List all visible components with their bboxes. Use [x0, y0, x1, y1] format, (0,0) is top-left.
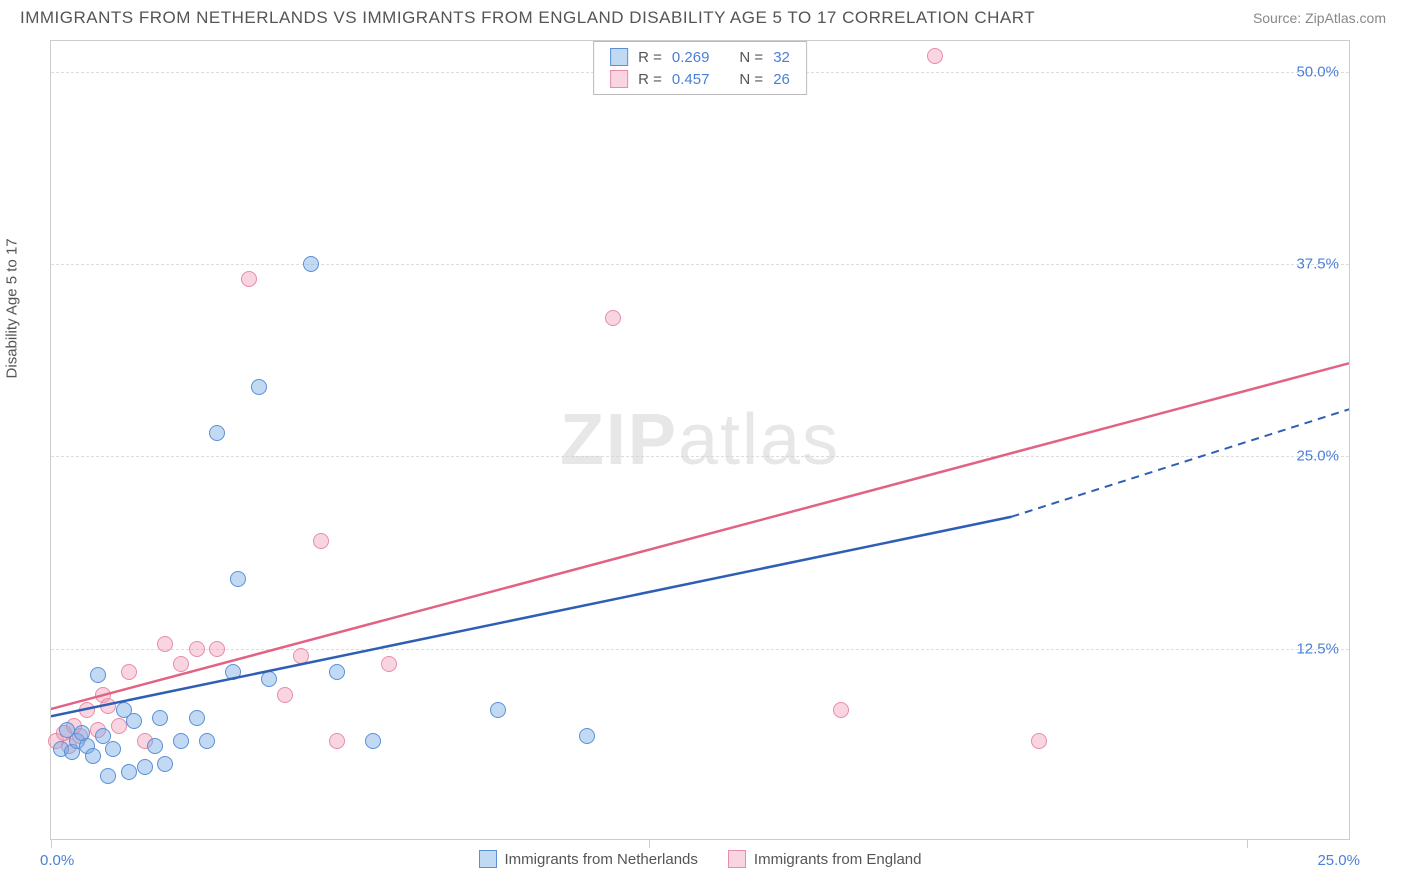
y-tick-label: 25.0%: [1296, 448, 1339, 465]
gridline: [51, 649, 1349, 650]
gridline: [51, 264, 1349, 265]
y-axis-title: Disability Age 5 to 17: [4, 238, 21, 378]
n-label-1: N =: [739, 49, 763, 66]
point-series2: [189, 641, 205, 657]
legend-swatch-1-icon: [479, 850, 497, 868]
point-series1: [209, 425, 225, 441]
n-value-2: 26: [773, 71, 790, 88]
legend-item-1: Immigrants from Netherlands: [479, 850, 698, 868]
stats-row-1: R = 0.269 N = 32: [594, 46, 806, 68]
legend-swatch-2-icon: [728, 850, 746, 868]
r-label-2: R =: [638, 71, 662, 88]
point-series1: [147, 738, 163, 754]
point-series2: [241, 271, 257, 287]
n-label-2: N =: [739, 71, 763, 88]
point-series1: [189, 710, 205, 726]
point-series1: [251, 379, 267, 395]
point-series2: [79, 702, 95, 718]
point-series2: [209, 641, 225, 657]
point-series1: [137, 759, 153, 775]
point-series2: [100, 698, 116, 714]
point-series2: [605, 310, 621, 326]
r-value-2: 0.457: [672, 71, 710, 88]
x-tick: [1247, 840, 1248, 848]
chart-title: IMMIGRANTS FROM NETHERLANDS VS IMMIGRANT…: [20, 8, 1035, 28]
stats-row-2: R = 0.457 N = 26: [594, 68, 806, 90]
x-tick: [51, 840, 52, 848]
point-series1: [152, 710, 168, 726]
point-series2: [1031, 733, 1047, 749]
point-series1: [121, 764, 137, 780]
point-series2: [173, 656, 189, 672]
point-series2: [927, 48, 943, 64]
point-series2: [313, 533, 329, 549]
bottom-legend: Immigrants from Netherlands Immigrants f…: [50, 850, 1350, 868]
point-series2: [833, 702, 849, 718]
point-series1: [329, 664, 345, 680]
point-series1: [225, 664, 241, 680]
r-label-1: R =: [638, 49, 662, 66]
point-series1: [126, 713, 142, 729]
point-series1: [490, 702, 506, 718]
y-tick-label: 37.5%: [1296, 256, 1339, 273]
point-series1: [173, 733, 189, 749]
y-tick-label: 50.0%: [1296, 63, 1339, 80]
y-tick-label: 12.5%: [1296, 640, 1339, 657]
point-series1: [261, 671, 277, 687]
gridline: [51, 456, 1349, 457]
point-series2: [157, 636, 173, 652]
point-series1: [230, 571, 246, 587]
legend-item-2: Immigrants from England: [728, 850, 922, 868]
point-series1: [303, 256, 319, 272]
x-tick: [649, 840, 650, 848]
point-series1: [199, 733, 215, 749]
point-series1: [365, 733, 381, 749]
point-series1: [157, 756, 173, 772]
point-series2: [277, 687, 293, 703]
legend-label-2: Immigrants from England: [754, 851, 922, 868]
n-value-1: 32: [773, 49, 790, 66]
point-series2: [329, 733, 345, 749]
legend-label-1: Immigrants from Netherlands: [505, 851, 698, 868]
r-value-1: 0.269: [672, 49, 710, 66]
point-series2: [293, 648, 309, 664]
point-series2: [111, 718, 127, 734]
swatch-series2-icon: [610, 70, 628, 88]
point-series1: [579, 728, 595, 744]
point-series1: [85, 748, 101, 764]
point-series1: [105, 741, 121, 757]
point-series1: [100, 768, 116, 784]
source-label: Source: ZipAtlas.com: [1253, 10, 1386, 26]
chart-area: 12.5%25.0%37.5%50.0% ZIPatlas R = 0.269 …: [50, 40, 1350, 840]
point-series2: [381, 656, 397, 672]
stats-legend: R = 0.269 N = 32 R = 0.457 N = 26: [593, 41, 807, 95]
point-series2: [121, 664, 137, 680]
point-series1: [90, 667, 106, 683]
swatch-series1-icon: [610, 48, 628, 66]
